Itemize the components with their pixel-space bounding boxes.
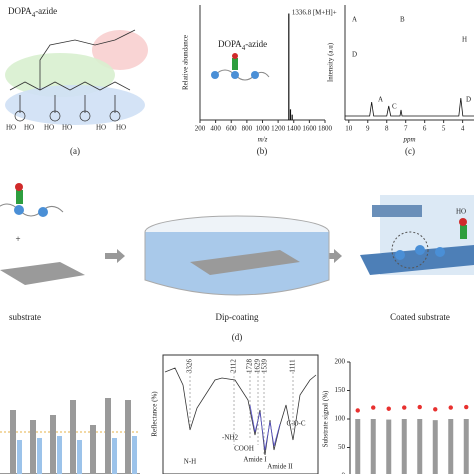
band-label: Amide II (267, 463, 293, 471)
hydroxyl: HO (44, 124, 54, 132)
panel-label: (c) (405, 146, 415, 156)
x-tick-label: 1400 (287, 125, 302, 133)
x-tick-label: 800 (242, 125, 253, 133)
y-axis-label: Reflectance (%) (151, 391, 159, 437)
bar (401, 419, 407, 474)
hydroxyl: HO (456, 208, 466, 216)
spectrum-trace (345, 97, 474, 117)
structure-label: D (352, 51, 357, 59)
y-tick-label: 50 (338, 443, 346, 451)
x-tick-label: 4 (461, 125, 465, 133)
dot (386, 406, 391, 411)
x-tick-label: 600 (226, 125, 237, 133)
ftir-plot (162, 354, 319, 474)
peak-label: C (392, 103, 397, 111)
y-axis-label: Substrate signal (%) (322, 390, 330, 447)
x-tick-label: 5 (442, 125, 446, 133)
structure-label: B (400, 16, 405, 24)
dot (417, 404, 422, 410)
molecule-a (5, 29, 148, 125)
dip-coating-scheme (0, 183, 474, 296)
structure-label: H (462, 36, 467, 44)
bar (417, 419, 423, 474)
step-label: Dip-coating (216, 312, 259, 322)
dot (464, 404, 469, 410)
x-tick-label: 1000 (256, 125, 271, 133)
band-label: -NH2 (222, 434, 238, 442)
plus-sign: + (15, 234, 20, 244)
band-label: C-O-C (286, 420, 305, 428)
dot (402, 405, 407, 410)
peak-wavenumber: 1629 (254, 359, 262, 374)
bar (432, 420, 438, 474)
dot (355, 408, 360, 413)
peak-annotation: 1336.8 [M+H]+ (292, 9, 337, 17)
peak-label: A (378, 96, 383, 104)
peak-wavenumber: 2112 (230, 359, 238, 373)
band-label: N-H (184, 458, 196, 466)
x-tick-label: 8 (385, 125, 389, 133)
x-tick-label: 400 (210, 125, 221, 133)
bar (355, 419, 361, 474)
peak-wavenumber: 1539 (261, 359, 269, 374)
panel-label: (d) (232, 332, 243, 342)
bar (386, 419, 392, 474)
cropped-bar-panel (0, 398, 140, 474)
panel-label: (b) (257, 146, 268, 156)
bar (463, 419, 469, 474)
y-axis-label: Intensity (a.u) (327, 42, 335, 82)
x-axis-label: m/z (258, 136, 268, 144)
molecule-name: DOPA4-azide (218, 39, 267, 52)
dot (448, 405, 453, 410)
x-tick-label: 200 (195, 125, 206, 133)
x-tick-label: 7 (404, 125, 408, 133)
charts: 200 400 600 800 1000 1200 1400 1600 1800m/zRelat… (182, 5, 474, 474)
bar (370, 419, 376, 474)
peak-wavenumber: 3326 (186, 359, 194, 374)
y-tick-label: 150 (335, 386, 346, 394)
structure-label: A (352, 16, 357, 24)
y-tick-label: 0 (342, 472, 346, 474)
y-tick-label: 100 (335, 415, 346, 423)
y-axis-label: Relative abundance (182, 35, 190, 90)
x-tick-label: 10 (345, 125, 353, 133)
x-tick-label: 1200 (271, 125, 286, 133)
step-label: Coated substrate (390, 312, 450, 322)
band-label: COOH (234, 445, 254, 453)
x-tick-label: 6 (423, 125, 427, 133)
hydroxyl: HO (62, 124, 72, 132)
x-tick-label: 1800 (318, 125, 333, 133)
step-label: substrate (9, 312, 41, 322)
molecule-name: DOPA4-azide (8, 6, 57, 19)
hydroxyl: HO (96, 124, 106, 132)
hydroxyl: HO (24, 124, 34, 132)
x-axis-label: ppm (402, 136, 415, 144)
dot (371, 405, 376, 410)
peak-label: D (466, 96, 471, 104)
bar (448, 419, 454, 474)
peak-wavenumber: 1111 (289, 359, 297, 373)
peptide-icon (211, 53, 270, 81)
x-tick-label: 1600 (302, 125, 317, 133)
hydroxyl: HO (6, 124, 16, 132)
y-tick-label: 200 (335, 358, 346, 366)
panel-label: (a) (70, 146, 80, 156)
peak-wavenumber: 1728 (246, 359, 254, 374)
band-label: Amide I (243, 456, 267, 464)
dot (433, 407, 438, 412)
hydroxyl: HO (116, 124, 126, 132)
x-tick-label: 9 (366, 125, 370, 133)
